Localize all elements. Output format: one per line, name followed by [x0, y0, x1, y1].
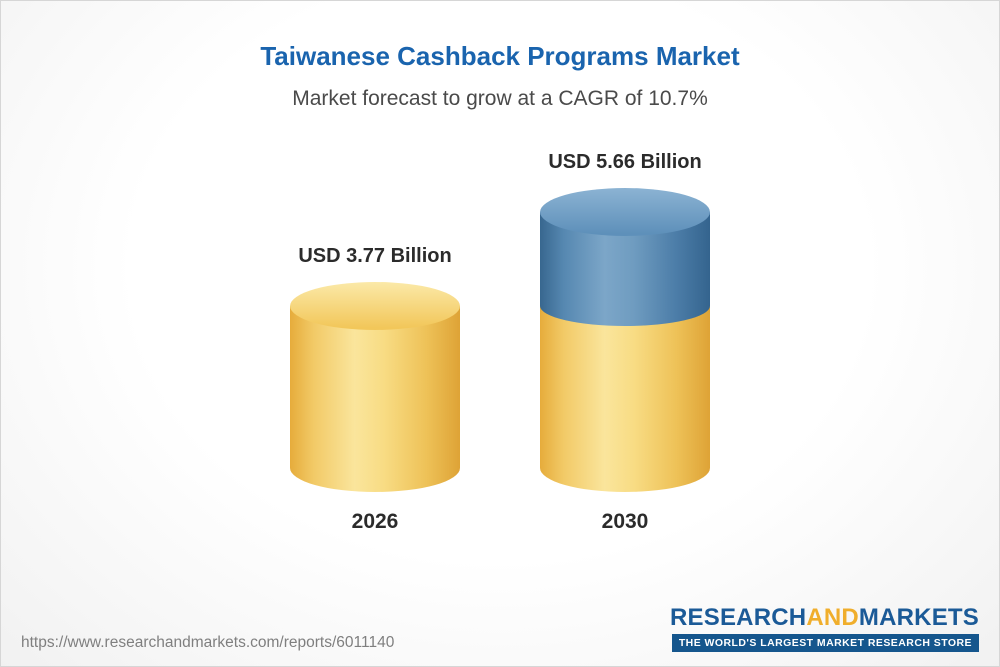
logo-word-markets: MARKETS [858, 604, 979, 631]
company-logo: RESEARCHANDMARKETS THE WORLD'S LARGEST M… [670, 606, 979, 652]
cylinder-segment-growth [540, 188, 710, 326]
cylinder-2030 [540, 188, 710, 493]
logo-word-and: AND [806, 604, 859, 631]
logo-tagline: THE WORLD'S LARGEST MARKET RESEARCH STOR… [671, 634, 979, 652]
x-tick-2026: 2026 [351, 510, 399, 534]
company-logo-text: RESEARCHANDMARKETS [670, 606, 979, 630]
chart-title: Taiwanese Cashback Programs Market [260, 41, 740, 71]
cylinder-2026 [290, 281, 460, 493]
bar-group-2026: USD 3.77 Billion 2026 [290, 245, 460, 535]
value-label-2030: USD 5.66 Billion [548, 151, 702, 173]
chart-area: USD 3.77 Billion 2026 USD 5.66 Billion 2… [1, 151, 999, 534]
report-url[interactable]: https://www.researchandmarkets.com/repor… [21, 634, 395, 651]
logo-word-research: RESEARCH [670, 604, 807, 631]
cylinder-segment-base [540, 305, 710, 493]
x-tick-2030: 2030 [601, 510, 649, 534]
value-label-2026: USD 3.77 Billion [298, 244, 452, 267]
chart-subtitle: Market forecast to grow at a CAGR of 10.… [292, 87, 708, 110]
footer: https://www.researchandmarkets.com/repor… [1, 606, 999, 666]
cylinder-segment-base [290, 281, 460, 493]
bar-group-2030: USD 5.66 Billion 2030 [540, 151, 710, 534]
